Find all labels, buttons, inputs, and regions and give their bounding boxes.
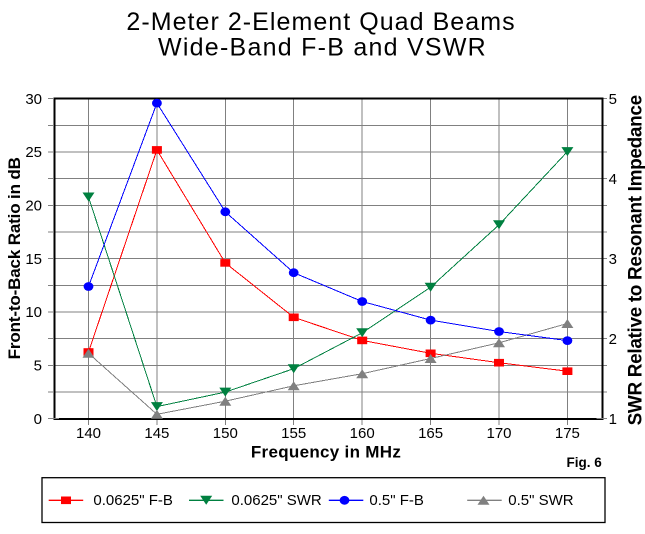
- svg-text:1: 1: [609, 411, 617, 428]
- svg-text:20: 20: [25, 198, 42, 215]
- svg-text:175: 175: [555, 425, 580, 442]
- svg-text:Wide-Band F-B and VSWR: Wide-Band F-B and VSWR: [158, 34, 487, 62]
- svg-text:170: 170: [486, 425, 511, 442]
- svg-text:0.0625" F-B: 0.0625" F-B: [93, 492, 173, 509]
- svg-text:155: 155: [281, 425, 306, 442]
- svg-text:Frequency in MHz: Frequency in MHz: [251, 443, 401, 462]
- svg-text:15: 15: [25, 251, 42, 268]
- svg-text:30: 30: [25, 91, 42, 108]
- svg-text:140: 140: [76, 425, 101, 442]
- svg-text:SWR Relative to Resonant Imped: SWR Relative to Resonant Impedance: [626, 95, 645, 425]
- svg-text:160: 160: [350, 425, 375, 442]
- svg-text:2-Meter 2-Element Quad Beams: 2-Meter 2-Element Quad Beams: [126, 8, 515, 36]
- svg-text:150: 150: [213, 425, 238, 442]
- svg-text:Front-to-Back Ratio in dB: Front-to-Back Ratio in dB: [5, 157, 24, 359]
- svg-text:0: 0: [34, 411, 42, 428]
- svg-text:25: 25: [25, 144, 42, 161]
- svg-text:4: 4: [609, 171, 617, 188]
- svg-text:2: 2: [609, 331, 617, 348]
- svg-text:10: 10: [25, 304, 42, 321]
- svg-text:165: 165: [418, 425, 443, 442]
- svg-text:145: 145: [144, 425, 169, 442]
- svg-text:5: 5: [609, 91, 617, 108]
- svg-text:0.0625" SWR: 0.0625" SWR: [231, 492, 322, 509]
- svg-text:0.5" F-B: 0.5" F-B: [369, 492, 424, 509]
- svg-text:Fig. 6: Fig. 6: [567, 455, 603, 470]
- svg-text:0.5" SWR: 0.5" SWR: [508, 492, 574, 509]
- svg-text:3: 3: [609, 251, 617, 268]
- svg-text:5: 5: [34, 358, 42, 375]
